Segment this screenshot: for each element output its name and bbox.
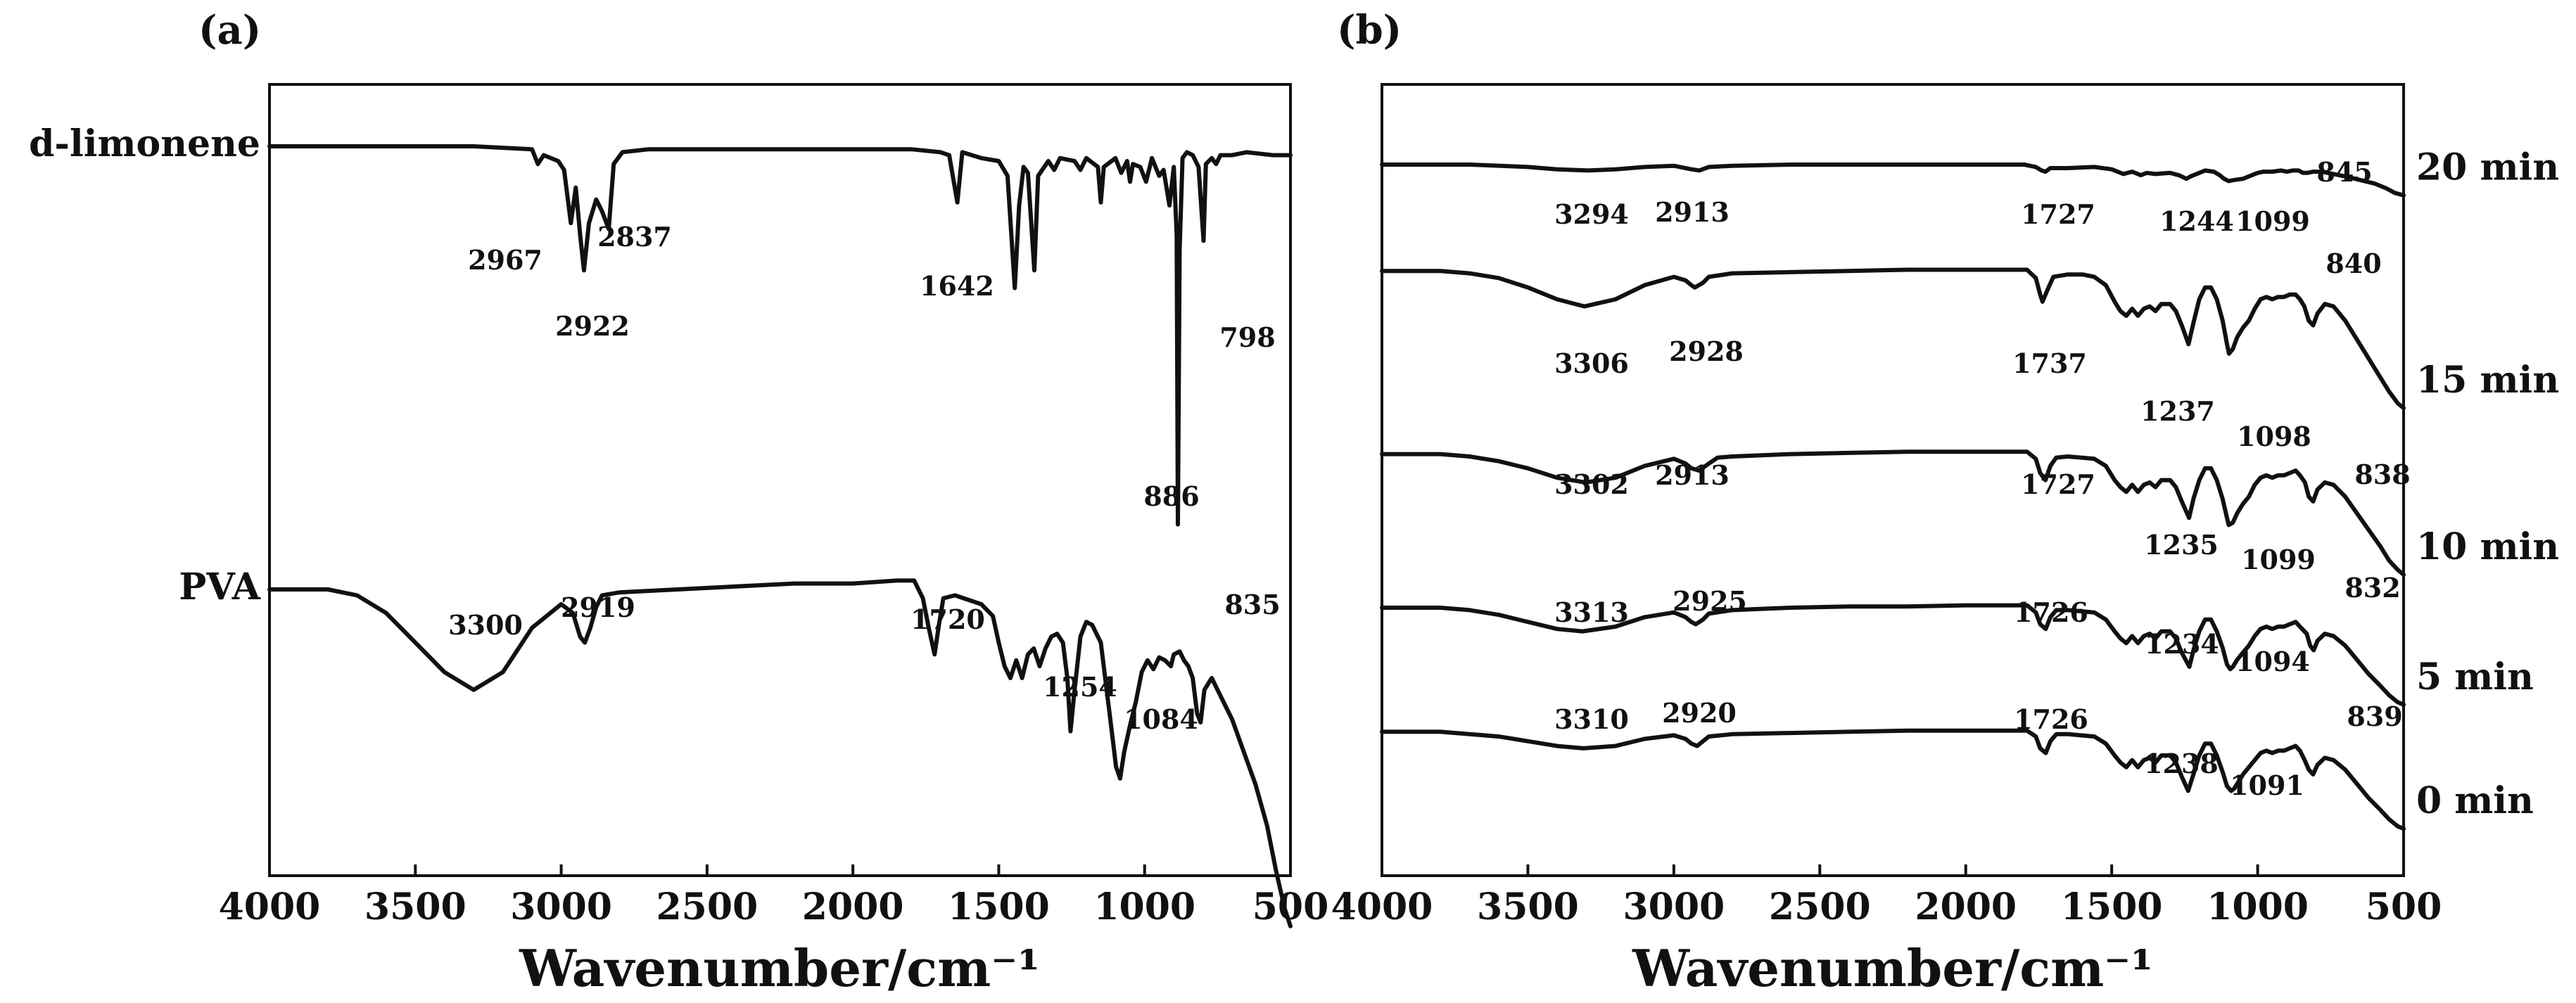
peak-label: 1084	[1124, 703, 1198, 735]
peak-label: 1238	[2144, 748, 2219, 779]
peak-label: 3294	[1554, 198, 1629, 230]
peak-labels-b: 3294 2913 1727 1244 1099 845 3306 2928 1…	[1554, 156, 2411, 801]
panel-b: (b) 4000 3500 3000 2500 2000 1500 1000 500 20 m…	[1331, 7, 2559, 998]
peak-label: 2967	[468, 244, 543, 276]
series-label: 10 min	[2416, 525, 2559, 568]
peak-label: 1091	[2230, 769, 2304, 801]
peak-label: 1099	[2235, 205, 2310, 237]
peak-label: 3310	[1554, 703, 1629, 735]
peak-label: 3302	[1554, 468, 1629, 500]
peak-label: 845	[2316, 156, 2372, 188]
series-label: 0 min	[2416, 779, 2534, 822]
x-tick-labels-a: 4000 3500 3000 2500 2000 1500 1000 500	[219, 886, 1329, 928]
peak-label: 832	[2345, 572, 2400, 603]
x-tick-label: 500	[2366, 886, 2442, 928]
peak-label: 838	[2354, 459, 2410, 490]
x-tick-label: 3000	[510, 886, 612, 928]
peak-label: 1098	[2237, 421, 2311, 452]
x-tick-label: 4000	[219, 886, 321, 928]
peak-label: 1099	[2241, 544, 2316, 575]
series-label: 20 min	[2416, 146, 2559, 189]
peak-label: 1720	[911, 603, 985, 635]
peak-label: 1726	[2014, 596, 2088, 628]
x-tick-label: 3000	[1623, 886, 1725, 928]
x-tick-label: 3500	[1477, 886, 1579, 928]
peak-label: 798	[1219, 321, 1275, 353]
peak-label: 839	[2347, 701, 2402, 732]
series-label: d-limonene	[29, 122, 260, 165]
peak-label: 2920	[1662, 697, 1737, 729]
peak-label: 1234	[2145, 628, 2219, 660]
series-labels-b: 20 min 15 min 10 min 5 min 0 min	[2416, 146, 2559, 822]
traces-a	[267, 144, 1293, 928]
peak-label: 1235	[2144, 529, 2219, 561]
peak-label: 2919	[561, 592, 635, 623]
peak-label: 2913	[1655, 459, 1730, 491]
x-tick-label: 3500	[364, 886, 467, 928]
x-tick-label: 1500	[948, 886, 1050, 928]
series-label: PVA	[179, 566, 260, 608]
x-tick-labels-b: 4000 3500 3000 2500 2000 1500 1000 500	[1331, 886, 2442, 928]
series-label: 5 min	[2416, 656, 2534, 698]
x-tick-label: 2500	[1769, 886, 1871, 928]
peak-label: 886	[1143, 480, 1199, 512]
peak-label: 1254	[1043, 671, 1117, 703]
x-axis-title-b: Wavenumber/cm⁻¹	[1632, 938, 2153, 998]
peak-label: 2922	[555, 310, 630, 342]
panel-label-a: (a)	[198, 7, 261, 53]
series-line-10-min	[1380, 449, 2406, 577]
x-ticks-b	[1381, 864, 2405, 876]
peak-label: 3306	[1554, 347, 1629, 379]
series-line-d-limonene	[267, 144, 1293, 527]
peak-label: 1737	[2012, 347, 2087, 379]
peak-label: 3313	[1554, 596, 1629, 628]
plot-frame-a	[268, 83, 1292, 877]
x-tick-label: 1500	[2061, 886, 2163, 928]
panel-a: (a) 4000 3500 3000 2500 2000 1500 1000 500 d-li…	[29, 7, 1328, 998]
peak-label: 835	[1224, 589, 1280, 620]
peak-label: 840	[2326, 248, 2381, 279]
peak-label: 2928	[1669, 336, 1744, 367]
series-line-5-min	[1380, 603, 2406, 707]
peak-label: 3300	[448, 609, 523, 641]
peak-label: 2925	[1673, 585, 1747, 617]
peak-labels-a: 2967 2837 2922 1642 798 886 3300 2919 17…	[448, 221, 1281, 735]
peak-label: 1237	[2140, 395, 2215, 427]
series-line-20-min	[1380, 162, 2406, 198]
series-line-0-min	[1380, 728, 2406, 831]
plot-frame-b	[1381, 83, 2405, 877]
peak-label: 1244	[2159, 205, 2234, 237]
series-labels-a: d-limonene PVA	[29, 122, 261, 608]
series-line-15-min	[1380, 267, 2406, 411]
x-ticks-a	[268, 864, 1292, 876]
peak-label: 2913	[1655, 196, 1730, 228]
traces-b	[1380, 162, 2406, 831]
x-tick-label: 1000	[2207, 886, 2309, 928]
peak-label: 1642	[920, 270, 994, 302]
peak-label: 1727	[2021, 198, 2095, 230]
x-tick-label: 2000	[1915, 886, 2017, 928]
x-axis-title-a: Wavenumber/cm⁻¹	[519, 938, 1040, 998]
peak-label: 1727	[2021, 468, 2095, 500]
peak-label: 2837	[597, 221, 672, 253]
x-tick-label: 2000	[802, 886, 904, 928]
series-label: 15 min	[2416, 359, 2559, 402]
panel-label-b: (b)	[1337, 7, 1402, 53]
series-line-pva	[267, 578, 1293, 928]
x-tick-label: 1000	[1093, 886, 1195, 928]
x-tick-label: 2500	[656, 886, 758, 928]
x-tick-label: 4000	[1331, 886, 1433, 928]
peak-label: 1726	[2014, 703, 2088, 735]
peak-label: 1094	[2235, 646, 2310, 677]
